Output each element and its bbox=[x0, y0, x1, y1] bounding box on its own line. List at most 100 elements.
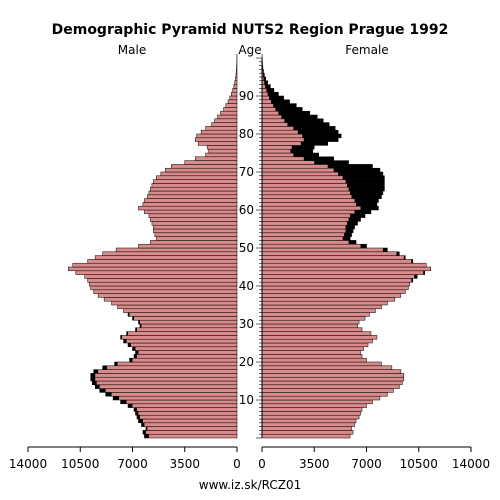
male-surplus-bar bbox=[95, 384, 100, 389]
male-surplus-bar bbox=[138, 320, 140, 324]
female-surplus-bar bbox=[345, 229, 354, 233]
female-bar bbox=[261, 392, 388, 397]
male-bar bbox=[196, 133, 238, 139]
male-bar bbox=[217, 114, 238, 120]
male-bar bbox=[135, 350, 238, 355]
female-bar bbox=[261, 418, 357, 424]
male-bar bbox=[160, 171, 238, 177]
male-bar bbox=[138, 418, 238, 424]
female-bar bbox=[261, 289, 406, 294]
male-surplus-bar bbox=[99, 388, 106, 393]
age-tick-label: 10 bbox=[239, 393, 254, 407]
female-surplus-bar bbox=[303, 156, 334, 161]
female-bar bbox=[261, 323, 358, 329]
male-bar bbox=[236, 69, 238, 74]
female-x-tick-label: 3500 bbox=[299, 457, 330, 471]
male-surplus-bar bbox=[132, 346, 136, 351]
male-bar bbox=[135, 327, 238, 332]
female-bar bbox=[261, 373, 405, 378]
female-bar bbox=[261, 259, 414, 264]
male-bar bbox=[94, 255, 238, 260]
female-bar bbox=[261, 228, 354, 234]
female-bar bbox=[261, 342, 369, 348]
female-surplus-bar bbox=[403, 255, 406, 260]
male-bar bbox=[127, 342, 238, 348]
male-bar bbox=[227, 99, 238, 104]
male-bar bbox=[120, 335, 238, 340]
male-bar bbox=[97, 293, 238, 298]
female-bar bbox=[261, 217, 361, 222]
male-bar bbox=[153, 228, 238, 234]
male-surplus-bar bbox=[138, 419, 143, 423]
female-bar bbox=[261, 312, 370, 317]
male-bar bbox=[84, 274, 238, 279]
male-surplus-bar bbox=[145, 426, 148, 431]
female-surplus-bar bbox=[284, 118, 324, 123]
age-label: Age bbox=[238, 43, 261, 57]
male-surplus-bar bbox=[135, 411, 139, 416]
male-surplus-bar bbox=[133, 407, 137, 412]
female-surplus-bar bbox=[262, 69, 264, 74]
male-bar bbox=[112, 395, 238, 401]
male-surplus-bar bbox=[135, 350, 139, 355]
male-x-tick-label: 7000 bbox=[117, 457, 148, 471]
age-tick-label: 90 bbox=[239, 89, 254, 103]
male-bar bbox=[114, 361, 238, 367]
female-bar bbox=[261, 300, 388, 306]
male-bar bbox=[151, 183, 238, 188]
male-bar bbox=[220, 110, 238, 116]
male-bar bbox=[133, 407, 238, 412]
male-surplus-bar bbox=[135, 327, 137, 332]
male-label: Male bbox=[118, 43, 146, 57]
female-surplus-bar bbox=[342, 236, 351, 241]
female-bar bbox=[261, 399, 373, 405]
male-bar bbox=[87, 259, 238, 264]
male-bar bbox=[154, 232, 238, 237]
female-surplus-bar bbox=[347, 221, 358, 226]
female-bar bbox=[261, 274, 418, 279]
male-surplus-bar bbox=[114, 362, 118, 366]
male-bar bbox=[133, 354, 238, 359]
female-surplus-bar bbox=[411, 259, 413, 264]
female-bar bbox=[261, 426, 352, 431]
female-bar bbox=[261, 380, 403, 386]
female-bar bbox=[261, 281, 411, 287]
age-tick-label: 60 bbox=[239, 203, 254, 217]
female-surplus-bar bbox=[281, 115, 318, 119]
male-surplus-bar bbox=[105, 392, 112, 397]
male-bar bbox=[205, 126, 238, 131]
female-surplus-bar bbox=[269, 96, 284, 100]
female-bar bbox=[261, 251, 400, 256]
female-surplus-bar bbox=[291, 145, 315, 150]
female-surplus-bar bbox=[345, 179, 385, 184]
female-surplus-bar bbox=[333, 168, 380, 172]
male-bar bbox=[194, 156, 238, 161]
female-bar bbox=[261, 357, 367, 363]
male-bar bbox=[211, 122, 238, 127]
female-bar bbox=[261, 346, 364, 351]
female-bar bbox=[261, 376, 405, 382]
male-surplus-bar bbox=[132, 316, 134, 321]
female-surplus-bar bbox=[338, 172, 383, 176]
female-x-tick-label: 7000 bbox=[351, 457, 382, 471]
female-surplus-bar bbox=[356, 202, 377, 207]
male-bar bbox=[103, 297, 238, 302]
male-surplus-bar bbox=[128, 343, 132, 347]
axes bbox=[27, 57, 472, 452]
male-bar bbox=[148, 190, 238, 196]
female-surplus-bar bbox=[347, 183, 385, 188]
female-bar bbox=[261, 293, 402, 298]
female-surplus-bar bbox=[300, 141, 328, 146]
female-surplus-bar bbox=[303, 137, 339, 142]
male-surplus-bar bbox=[90, 373, 96, 378]
male-bar bbox=[231, 91, 238, 97]
female-bar bbox=[261, 285, 409, 291]
female-bar bbox=[261, 255, 406, 260]
female-bar bbox=[261, 304, 382, 310]
female-x-tick-label: 0 bbox=[258, 457, 266, 471]
male-surplus-bar bbox=[92, 381, 97, 385]
female-surplus-bar bbox=[265, 84, 271, 89]
male-bar bbox=[205, 152, 238, 158]
male-surplus-bar bbox=[93, 369, 99, 374]
male-bar bbox=[208, 148, 238, 154]
